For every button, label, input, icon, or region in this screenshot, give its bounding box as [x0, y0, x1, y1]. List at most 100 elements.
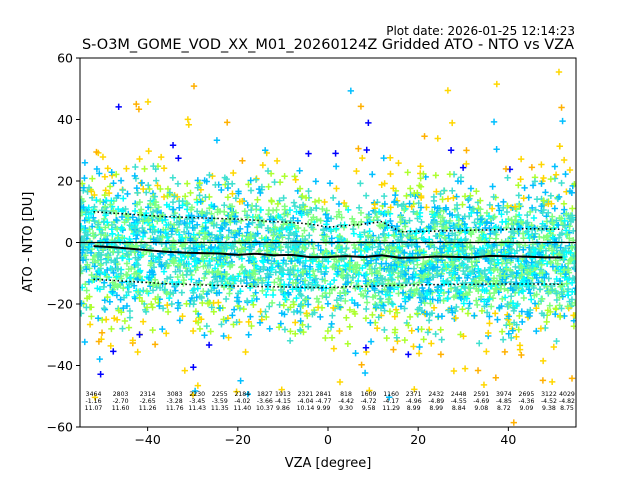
scatter-point	[438, 313, 446, 320]
scatter-point	[80, 300, 85, 307]
scatter-point	[161, 286, 168, 294]
scatter-point	[179, 313, 186, 320]
scatter-point	[558, 104, 565, 111]
scatter-point	[133, 184, 141, 192]
scatter-point	[93, 148, 100, 156]
scatter-point	[244, 390, 251, 398]
scatter-point	[315, 242, 322, 249]
scatter-point	[322, 264, 330, 272]
scatter-point	[221, 174, 229, 181]
scatter-point	[389, 301, 397, 308]
scatter-point	[401, 336, 409, 344]
scatter-point	[228, 229, 235, 236]
scatter-point	[564, 285, 572, 293]
scatter-point	[366, 387, 373, 394]
scatter-point	[390, 185, 397, 192]
scatter-point	[556, 313, 564, 321]
scatter-point	[444, 277, 451, 285]
scatter-point	[306, 274, 314, 281]
scatter-point	[85, 204, 92, 211]
scatter-point	[509, 327, 516, 334]
scatter-point	[502, 218, 510, 225]
scatter-point	[477, 197, 484, 204]
scatter-point	[328, 320, 335, 328]
scatter-point	[126, 281, 133, 288]
scatter-point	[521, 184, 528, 192]
scatter-point	[150, 281, 157, 289]
scatter-point	[357, 291, 365, 298]
x-axis: −40 −20 0 20 40	[134, 427, 516, 447]
scatter-point	[265, 273, 273, 281]
bin-stat-mean: -4.17	[383, 398, 399, 405]
scatter-point	[565, 260, 572, 267]
scatter-point	[320, 226, 327, 233]
scatter-point	[533, 274, 540, 282]
scatter-point	[174, 299, 182, 306]
scatter-point	[552, 171, 560, 178]
scatter-point	[481, 267, 489, 274]
scatter-point	[539, 269, 546, 277]
scatter-point	[558, 305, 565, 312]
scatter-point	[482, 235, 490, 242]
scatter-point	[558, 288, 565, 296]
scatter-point	[115, 103, 122, 111]
scatter-point	[151, 341, 159, 348]
scatter-point	[388, 300, 396, 307]
scatter-point	[527, 306, 534, 314]
scatter-point	[146, 185, 153, 193]
scatter-point	[380, 302, 387, 309]
scatter-point	[409, 273, 416, 281]
scatter-point	[545, 288, 553, 295]
scatter-point	[453, 205, 461, 212]
bin-stat-count: 2448	[451, 391, 467, 398]
scatter-point	[322, 334, 329, 342]
scatter-point	[373, 325, 381, 332]
scatter-point	[256, 247, 264, 254]
scatter-point	[444, 87, 452, 94]
scatter-point	[505, 330, 512, 337]
scatter-point	[355, 245, 363, 253]
scatter-point	[145, 147, 152, 155]
scatter-point	[241, 208, 249, 215]
scatter-point	[159, 325, 166, 333]
scatter-point	[350, 230, 358, 237]
scatter-point	[463, 295, 471, 302]
scatter-point	[198, 294, 205, 302]
bin-stat-std: 11.29	[382, 405, 400, 412]
scatter-point	[216, 256, 224, 264]
scatter-point	[228, 203, 236, 210]
scatter-point	[459, 260, 466, 267]
scatter-point	[444, 307, 452, 314]
scatter-point	[88, 188, 95, 195]
bin-stat-mean: -4.72	[361, 398, 377, 405]
scatter-point	[278, 386, 285, 393]
scatter-point	[337, 221, 344, 229]
scatter-point	[473, 209, 481, 216]
scatter-point	[430, 193, 438, 201]
scatter-point	[113, 225, 121, 233]
scatter-point	[301, 235, 309, 243]
scatter-point	[469, 205, 477, 212]
scatter-point	[362, 277, 370, 285]
scatter-point	[245, 181, 252, 188]
scatter-point	[198, 316, 205, 323]
scatter-point	[359, 264, 366, 272]
scatter-point	[551, 205, 559, 212]
scatter-point	[344, 340, 352, 347]
scatter-point	[152, 177, 160, 184]
scatter-point	[533, 305, 540, 312]
bin-stat-std: 11.07	[85, 405, 103, 412]
scatter-point	[437, 351, 445, 358]
scatter-point	[470, 245, 478, 252]
scatter-point	[334, 245, 341, 252]
bin-stat-mean: -4.04	[297, 398, 313, 405]
scatter-point	[244, 233, 252, 241]
scatter-point	[113, 316, 121, 323]
scatter-point	[256, 319, 264, 326]
scatter-point	[538, 202, 545, 210]
scatter-point	[81, 174, 88, 182]
scatter-point	[280, 194, 287, 202]
scatter-point	[512, 213, 520, 220]
scatter-point	[518, 351, 525, 359]
scatter-point	[564, 276, 572, 283]
